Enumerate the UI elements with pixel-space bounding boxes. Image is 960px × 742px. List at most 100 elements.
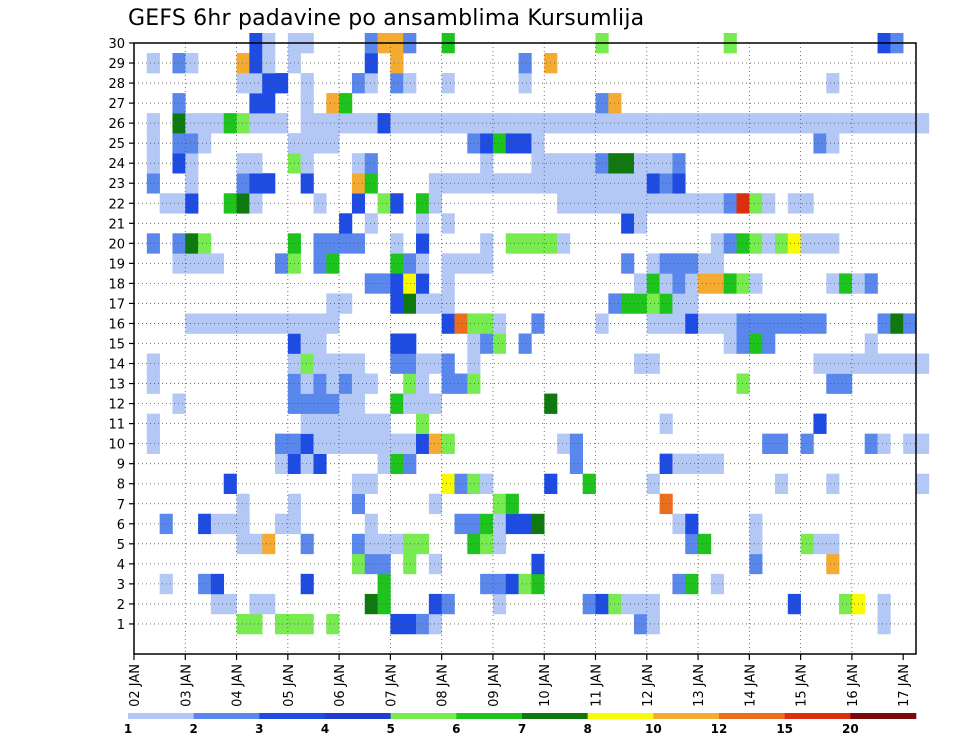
heatmap-cell [774, 473, 789, 495]
heatmap-cell [557, 433, 571, 454]
x-tick-label: 10 JAN [538, 664, 553, 707]
heatmap-cell [749, 533, 763, 555]
heatmap-cell [826, 113, 840, 134]
heatmap-cell [185, 233, 199, 254]
heatmap-cell [377, 193, 391, 214]
heatmap-cell [403, 253, 417, 274]
heatmap-cell [749, 513, 763, 535]
heatmap-cell [813, 113, 827, 134]
heatmap-cell [326, 293, 340, 314]
heatmap-cell [569, 433, 583, 454]
heatmap-cell [903, 353, 917, 374]
heatmap-cell [236, 53, 250, 74]
heatmap-cell [262, 313, 276, 334]
heatmap-cell [390, 193, 404, 214]
heatmap-cell [313, 113, 327, 134]
heatmap-cell [826, 553, 840, 575]
heatmap-cell [633, 213, 648, 234]
heatmap-cell [300, 313, 314, 334]
heatmap-cell [505, 513, 519, 535]
heatmap-cell [877, 433, 891, 454]
heatmap-cell [531, 553, 545, 575]
heatmap-cell [621, 193, 635, 214]
heatmap-cell [582, 593, 596, 615]
y-tick-label: 21 [108, 217, 125, 232]
heatmap-cell [403, 293, 417, 314]
heatmap-cells [146, 32, 930, 635]
heatmap-cell [172, 113, 186, 134]
heatmap-cell [698, 273, 712, 294]
heatmap-cell [313, 313, 327, 334]
y-tick-label: 23 [108, 177, 125, 192]
heatmap-cell [621, 593, 635, 615]
heatmap-cell [339, 413, 353, 434]
heatmap-cell [646, 153, 660, 174]
heatmap-cell [492, 133, 507, 154]
heatmap-cell [441, 593, 455, 615]
heatmap-cell [633, 593, 648, 615]
heatmap-cell [300, 93, 314, 114]
heatmap-cell [839, 353, 853, 374]
x-tick-label: 16 JAN [846, 664, 861, 707]
heatmap-cell [467, 333, 481, 354]
heatmap-cell [633, 353, 648, 374]
heatmap-cell [146, 53, 160, 74]
heatmap-cell [428, 553, 442, 575]
heatmap-cell [428, 393, 442, 414]
heatmap-cell [249, 593, 263, 615]
heatmap-cell [492, 593, 507, 615]
heatmap-cell [364, 153, 378, 174]
heatmap-cell [403, 533, 417, 555]
heatmap-cell [685, 253, 699, 274]
legend-label: 10 [645, 722, 662, 736]
heatmap-cell [646, 193, 660, 214]
heatmap-cell [890, 313, 904, 334]
heatmap-cell [467, 113, 481, 134]
heatmap-cell [198, 313, 212, 334]
heatmap-cell [569, 153, 583, 174]
heatmap-cell [518, 133, 532, 154]
heatmap-cell [441, 433, 455, 454]
heatmap-cell [916, 113, 930, 134]
heatmap-cell [646, 273, 660, 294]
heatmap-cell [813, 353, 827, 374]
heatmap-cell [262, 113, 276, 134]
legend-swatch [325, 713, 391, 719]
heatmap-cell [377, 113, 391, 134]
x-tick-label: 09 JAN [487, 664, 502, 707]
heatmap-cell [364, 53, 378, 74]
heatmap-cell [710, 273, 725, 294]
heatmap-cell [839, 593, 853, 615]
heatmap-cell [774, 113, 789, 134]
x-axis: 02 JAN 03 JAN 04 JAN 05 JAN 06 JAN 07 JAN 08 J… [128, 654, 912, 707]
heatmap-cell [441, 173, 455, 194]
legend-label: 5 [386, 722, 394, 736]
heatmap-cell [185, 153, 199, 174]
heatmap-cell [210, 593, 225, 615]
heatmap-cell [518, 333, 532, 354]
heatmap-cell [390, 333, 404, 354]
heatmap-cell [646, 253, 660, 274]
heatmap-cell [377, 453, 391, 474]
heatmap-cell [813, 133, 827, 154]
heatmap-cell [826, 133, 840, 154]
heatmap-cell [646, 293, 660, 314]
heatmap-cell [569, 193, 583, 214]
heatmap-cell [710, 253, 725, 274]
heatmap-cell [390, 233, 404, 254]
heatmap-cell [428, 433, 442, 454]
heatmap-cell [621, 113, 635, 134]
x-tick-label: 04 JAN [231, 664, 246, 707]
heatmap-cell [531, 173, 545, 194]
heatmap-cell [813, 233, 827, 254]
heatmap-cell [736, 333, 750, 354]
heatmap-cell [710, 573, 725, 595]
heatmap-cell [403, 113, 417, 134]
y-tick-label: 20 [108, 237, 125, 252]
heatmap-cell [467, 353, 481, 374]
heatmap-cell [646, 473, 660, 495]
heatmap-cell [313, 193, 327, 214]
heatmap-cell [800, 313, 814, 334]
y-tick-label: 2 [117, 598, 125, 613]
heatmap-cell [569, 173, 583, 194]
